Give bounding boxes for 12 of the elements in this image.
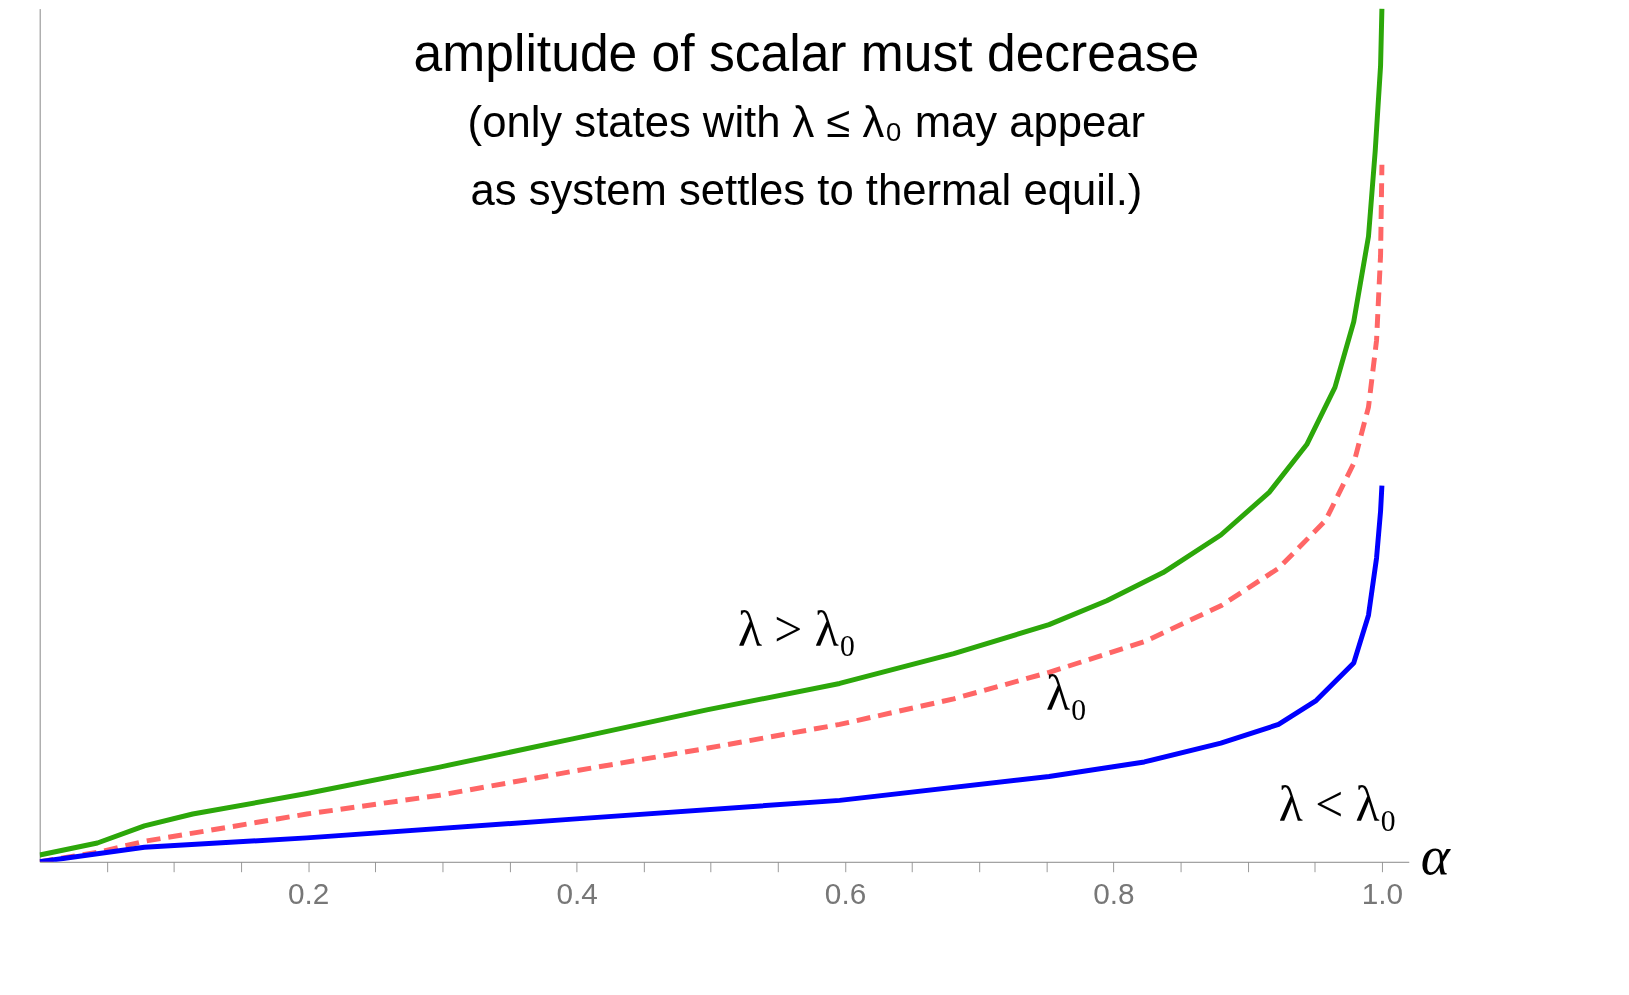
annotation: (only states with λ ≤ λ₀ may appear: [467, 96, 1146, 146]
x-tick-label: 0.6: [824, 876, 867, 910]
x-tick-label: 0.2: [287, 876, 330, 910]
annotation: amplitude of scalar must decrease: [413, 24, 1200, 83]
series-label: λ < λ₀: [1278, 777, 1397, 833]
annotation: as system settles to thermal equil.): [470, 164, 1143, 214]
series-label: λ > λ₀: [737, 602, 857, 658]
x-tick-label: 0.8: [1093, 876, 1135, 910]
x-tick-label: 1.0: [1361, 876, 1404, 910]
x-tick-label: 0.4: [556, 876, 598, 910]
series-label: λ₀: [1045, 666, 1088, 722]
x-axis-title: α: [1420, 823, 1452, 886]
